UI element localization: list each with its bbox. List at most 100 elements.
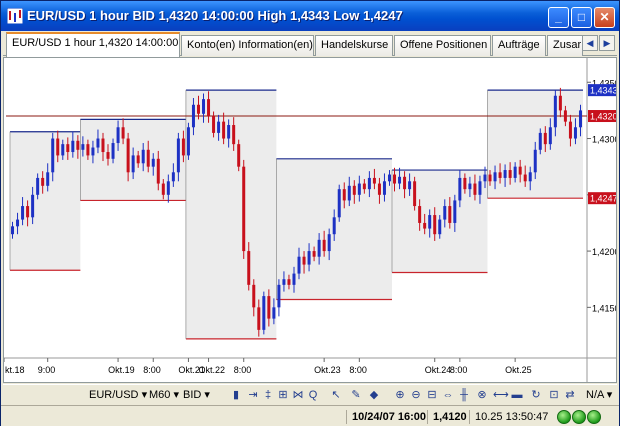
tab-open-positions[interactable]: Offene Positionen (394, 35, 491, 56)
candle-body (443, 206, 447, 220)
candle-body (428, 215, 432, 229)
status-price: 1,4120 (433, 411, 467, 423)
candle-body (297, 256, 301, 274)
tab-orders[interactable]: Aufträge (492, 35, 546, 56)
x-tick-label: Okt.22 (199, 365, 226, 375)
candle-body (141, 149, 145, 164)
candle-body (458, 177, 462, 201)
candle-body (96, 138, 100, 148)
candle-body (423, 222, 427, 229)
candle-body (146, 149, 150, 167)
x-tick-label: kt.18 (5, 365, 25, 375)
candle-body (126, 138, 130, 173)
side-select[interactable]: BID ▾ (183, 389, 210, 401)
candle-body (61, 144, 65, 156)
zoom-out-icon[interactable]: ⊖ (411, 389, 421, 401)
bar-chart-icon[interactable]: ▮ (232, 389, 240, 401)
status-separator (427, 410, 428, 424)
candle-body (161, 183, 165, 195)
candle-body (242, 166, 246, 252)
period-value: M60 (149, 389, 171, 401)
candle-body (272, 307, 276, 319)
minimize-button[interactable]: _ (548, 7, 569, 28)
tab-trading-rates[interactable]: Handelskurse (315, 35, 393, 56)
price-chart[interactable]: 1,43501,43001,42501,42001,41501,43431,43… (3, 57, 617, 383)
candle-body (362, 183, 366, 190)
candle-body (196, 104, 200, 114)
period-separator-icon[interactable]: ⟷ (493, 389, 509, 401)
candle-body (41, 177, 45, 186)
x-tick-label: Okt.25 (505, 365, 532, 375)
candle-body (478, 181, 482, 195)
candle-body (488, 174, 492, 182)
candle-body (191, 104, 195, 128)
mode-select[interactable]: N/A ▾ (586, 389, 613, 401)
candle-body (292, 273, 296, 285)
candle-body (262, 296, 266, 330)
tab-scroll-left-icon[interactable]: ◀ (582, 35, 598, 51)
candle-body (327, 234, 331, 252)
candle-body (247, 251, 251, 285)
x-tick-label: Okt.21 (178, 365, 205, 375)
candle-body (403, 176, 407, 190)
candle-body (217, 121, 221, 133)
candle-body (393, 174, 397, 184)
crosshair-icon[interactable]: ‡ (264, 389, 272, 401)
tab-eurusd-chart[interactable]: EUR/USD 1 hour 1,4320 14:00:00 (6, 32, 180, 57)
daily-range-fill (185, 90, 277, 339)
instrument-select[interactable]: EUR/USD ▾ (89, 389, 148, 401)
price-label-text: 1,4247 (590, 194, 616, 204)
zoom-icon[interactable]: Q (308, 389, 318, 401)
scale-icon[interactable]: ⇄ (565, 389, 575, 401)
candle-body (156, 158, 160, 184)
lock-icon[interactable]: ⊡ (549, 389, 559, 401)
candlestick-chart[interactable]: 1,43501,43001,42501,42001,41501,43431,43… (4, 58, 616, 382)
tab-account-info[interactable]: Konto(en) Information(en) (181, 35, 314, 56)
candle-icon[interactable]: ╫ (460, 389, 468, 401)
candle-body (387, 174, 391, 182)
color-picker-icon[interactable]: ◆ (369, 389, 379, 401)
period-select[interactable]: M60 ▾ (149, 389, 179, 401)
y-tick-label: 1,4200 (592, 247, 616, 257)
candle-body (357, 183, 361, 195)
channel-icon[interactable]: ⋈ (292, 389, 304, 401)
tab-scroll-right-icon[interactable]: ▶ (599, 35, 615, 51)
connection-status-icon (557, 410, 571, 424)
close-button[interactable]: ✕ (594, 7, 615, 28)
candle-body (212, 116, 216, 133)
candle-body (518, 166, 522, 175)
pencil-icon[interactable]: ✎ (351, 389, 361, 401)
line-chart-icon[interactable]: ⇥ (248, 389, 258, 401)
candle-body (237, 144, 241, 167)
grid-icon[interactable]: ⊟ (427, 389, 437, 401)
candle-body (578, 110, 582, 128)
candle-body (413, 181, 417, 207)
tab-summary[interactable]: Zusar (547, 35, 583, 56)
candle-body (51, 138, 55, 173)
candle-body (111, 143, 115, 159)
status-separator (469, 410, 470, 424)
area-icon[interactable]: ▬ (511, 389, 523, 401)
candle-body (71, 140, 75, 153)
zoom-in-icon[interactable]: ⊕ (395, 389, 405, 401)
candle-body (352, 185, 356, 195)
price-label-text: 1,4320 (590, 112, 616, 122)
fibonacci-icon[interactable]: ⊞ (278, 389, 288, 401)
maximize-button[interactable]: □ (571, 7, 592, 28)
trading-status-icon (587, 410, 601, 424)
candle-body (136, 155, 140, 164)
candle-body (463, 177, 467, 190)
candle-body (503, 170, 507, 178)
refresh-icon[interactable]: ↻ (531, 389, 541, 401)
candle-body (16, 219, 20, 227)
status-bar: 10/24/07 16:00 1,4120 10.25 13:50:47 (1, 405, 619, 426)
candle-body (56, 138, 60, 156)
candle-body (21, 206, 25, 220)
candle-body (267, 296, 271, 319)
candle-body (483, 174, 487, 182)
fit-icon[interactable]: ⇔ (442, 389, 454, 401)
indicator-icon[interactable]: ⊗ (477, 389, 487, 401)
title-bar[interactable]: EUR/USD 1 hour BID 1,4320 14:00:00 High … (1, 1, 619, 31)
cursor-icon[interactable]: ↖ (331, 389, 341, 401)
candle-body (418, 206, 422, 223)
